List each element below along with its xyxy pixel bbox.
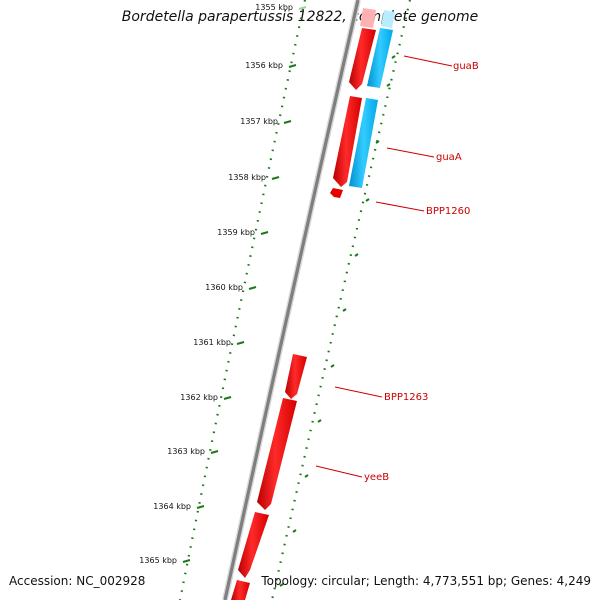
inner-ruler-tick	[283, 120, 292, 124]
inner-ruler-ticks: 1355 kbp 1356 kbp 1357 kbp 1358 kbp 1359 kbp…	[139, 3, 307, 565]
gene-label-connectors	[315, 55, 453, 478]
gene-features	[231, 8, 395, 600]
inner-ruler-tick	[288, 64, 297, 68]
inner-ruler-tick	[260, 231, 269, 235]
inner-ruler-tick-label: 1365 kbp	[139, 556, 177, 565]
inner-ruler-tick	[196, 505, 205, 509]
gene-arrow-lower-2[interactable]	[231, 580, 250, 600]
gene-arrow-BPP1260[interactable]	[330, 188, 343, 198]
gene-arrow-reverse-2[interactable]	[349, 98, 378, 188]
gene-arrow-reverse-faded[interactable]	[381, 10, 395, 28]
genome-summary-label: Topology: circular; Length: 4,773,551 bp…	[261, 574, 591, 588]
gene-label-BPP1260[interactable]: BPP1260	[426, 206, 470, 217]
inner-ruler-tick	[236, 341, 245, 345]
gene-label-yeeB[interactable]: yeeB	[364, 472, 389, 483]
inner-ruler-tick	[298, 6, 307, 10]
inner-ruler-tick-label: 1359 kbp	[217, 228, 255, 237]
inner-ruler-tick-label: 1361 kbp	[193, 338, 231, 347]
accession-label: Accession: NC_002928	[9, 574, 146, 588]
gene-label-BPP1263[interactable]: BPP1263	[384, 392, 428, 403]
inner-ruler-tick-label: 1358 kbp	[228, 173, 266, 182]
gene-labels: guaB guaA BPP1260 BPP1263 yeeB	[364, 61, 479, 483]
gene-arrow-reverse-1[interactable]	[367, 28, 393, 88]
inner-ruler-tick	[210, 450, 219, 454]
gene-arrow-guaA[interactable]	[333, 96, 362, 187]
inner-ruler-tick-label: 1363 kbp	[167, 447, 205, 456]
inner-ruler-tick-label: 1356 kbp	[245, 61, 283, 70]
inner-ruler-tick-label: 1362 kbp	[180, 393, 218, 402]
inner-ruler-tick	[223, 396, 232, 400]
gene-arrow-lower-1[interactable]	[238, 512, 269, 578]
backbone-arc-core	[223, 0, 360, 600]
gene-arrow-BPP1263[interactable]	[285, 354, 307, 399]
gene-arrow-guaB[interactable]	[349, 28, 376, 90]
inner-ruler-tick-label: 1360 kbp	[205, 283, 243, 292]
gene-label-guaB[interactable]: guaB	[453, 61, 479, 72]
inner-ruler-tick	[271, 176, 280, 180]
inner-ruler-tick-label: 1364 kbp	[153, 502, 191, 511]
inner-ruler-track	[178, 0, 307, 600]
outer-ruler-ticks	[279, 55, 396, 587]
gene-arrow-guaB-faded[interactable]	[360, 8, 376, 28]
gene-label-guaA[interactable]: guaA	[436, 152, 462, 163]
inner-ruler-tick-label: 1355 kbp	[255, 3, 293, 12]
inner-ruler-tick-label: 1357 kbp	[240, 117, 278, 126]
inner-ruler-tick	[248, 286, 257, 290]
gene-arrow-yeeB[interactable]	[257, 398, 297, 510]
inner-ruler-tick	[182, 559, 191, 563]
